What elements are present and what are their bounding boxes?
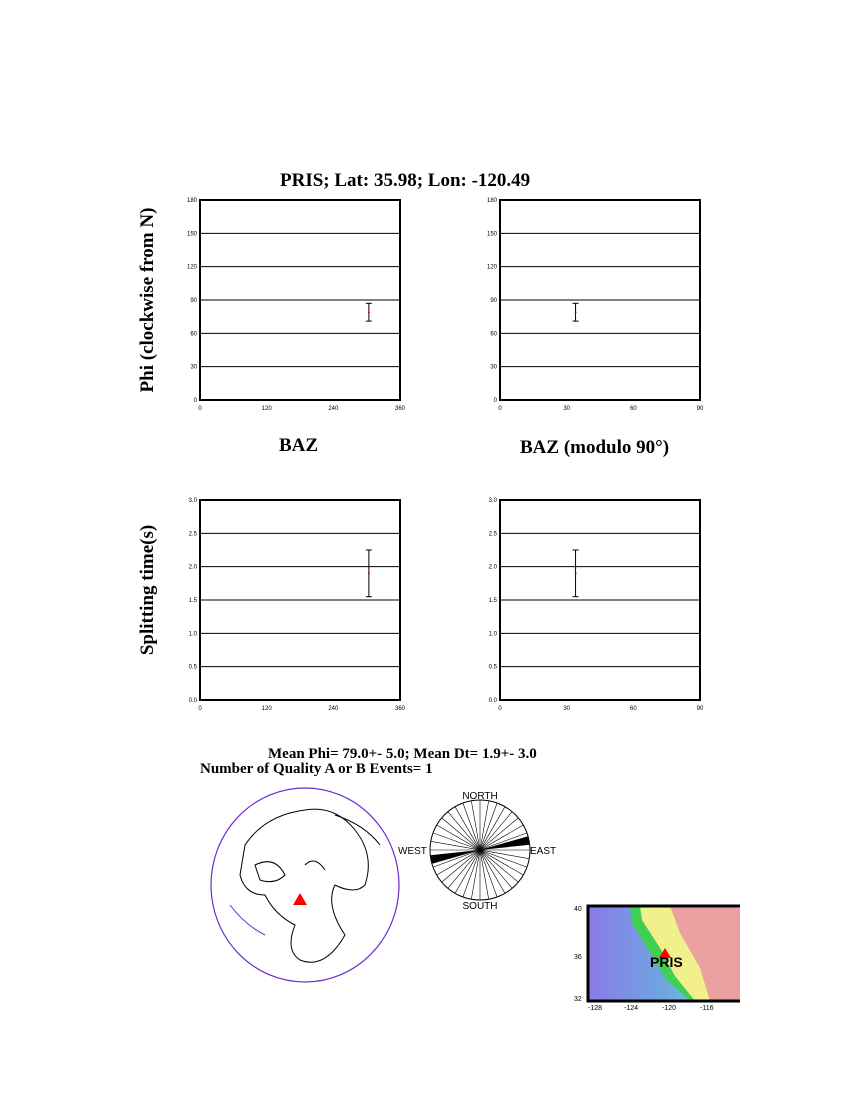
data-point	[574, 311, 577, 314]
data-point	[574, 572, 577, 575]
plot-frame	[499, 499, 701, 701]
y-tick-label: 60	[190, 331, 197, 337]
station-marker	[293, 893, 307, 905]
x-tick-label: 0	[198, 706, 202, 712]
x-tick-label: 0	[498, 706, 502, 712]
y-tick-label: 30	[490, 365, 497, 371]
x-tick-label: 120	[262, 706, 273, 712]
x-axis-label-baz: BAZ	[279, 435, 319, 456]
chart-dt-baz90: 0.0 0.5 1.0 1.5 2.0 2.5 3.0 0 30 60 90	[489, 498, 704, 712]
x-tick-label: 360	[395, 406, 406, 412]
y-tick-label: 2.0	[189, 565, 198, 571]
y-tick-label: 1.0	[489, 631, 498, 637]
summary-mean: Mean Phi= 79.0+- 5.0; Mean Dt= 1.9+- 3.0	[268, 746, 537, 762]
x-tick-label: 240	[328, 706, 339, 712]
map-y-tick: 36	[574, 954, 582, 961]
x-tick-label: 120	[262, 406, 273, 412]
y-tick-label: 180	[187, 198, 198, 204]
map-x-tick: -124	[624, 1005, 638, 1012]
y-tick-label: 150	[487, 231, 498, 237]
y-tick-label: 2.5	[489, 531, 498, 537]
y-tick-label: 0.5	[189, 665, 198, 671]
map-station-label: PRIS	[650, 954, 683, 970]
chart-phi-baz: 0 30 60 90 120 150 180 0 120 240 360	[187, 198, 406, 412]
y-tick-label: 120	[487, 265, 498, 271]
rose-west: WEST	[398, 846, 427, 857]
x-tick-label: 60	[630, 406, 637, 412]
page-title: PRIS; Lat: 35.98; Lon: -120.49	[280, 170, 531, 191]
plot-frame	[499, 199, 701, 401]
rose-petal	[480, 836, 530, 850]
globe-map	[210, 787, 400, 983]
charts: 0 30 60 90 120 150 180 0 120 240 360 0 30 60 90 120 150 1…	[187, 198, 704, 712]
y-tick-label: 0	[194, 398, 198, 404]
chart-phi-baz90: 0 30 60 90 120 150 180 0 30 60 90	[487, 198, 704, 412]
map-y-tick: 40	[574, 906, 582, 913]
y-tick-label: 1.5	[189, 598, 198, 604]
y-tick-label: 90	[490, 298, 497, 304]
x-tick-label: 0	[498, 406, 502, 412]
y-tick-label: 150	[187, 231, 198, 237]
rose-diagram: NORTH SOUTH WEST EAST	[398, 791, 556, 912]
map-x-tick: -116	[700, 1005, 714, 1012]
map-x-tick: -128	[588, 1005, 602, 1012]
map-y-tick: 32	[574, 996, 582, 1003]
x-tick-label: 60	[630, 706, 637, 712]
y-tick-label: 180	[487, 198, 498, 204]
y-tick-label: 1.5	[489, 598, 498, 604]
rose-north: NORTH	[462, 791, 497, 802]
chart-dt-baz: 0.0 0.5 1.0 1.5 2.0 2.5 3.0 0 120 240 360	[189, 498, 406, 712]
y-tick-label: 1.0	[189, 631, 198, 637]
y-tick-label: 0.5	[489, 665, 498, 671]
y-tick-label: 120	[187, 265, 198, 271]
plot-frame	[199, 499, 401, 701]
x-tick-label: 90	[697, 706, 704, 712]
x-tick-label: 30	[563, 706, 570, 712]
y-tick-label: 3.0	[189, 498, 198, 504]
x-tick-label: 0	[198, 406, 202, 412]
x-tick-label: 90	[697, 406, 704, 412]
data-point	[367, 572, 370, 575]
y-tick-label: 30	[190, 365, 197, 371]
y-tick-label: 2.5	[189, 531, 198, 537]
x-tick-label: 240	[328, 406, 339, 412]
y-tick-label: 90	[190, 298, 197, 304]
map-x-tick: -120	[662, 1005, 676, 1012]
y-tick-label: 3.0	[489, 498, 498, 504]
rose-petal	[430, 850, 480, 864]
y-tick-label: 60	[490, 331, 497, 337]
y-tick-label: 0	[494, 398, 498, 404]
x-axis-label-baz-mod90: BAZ (modulo 90°)	[520, 437, 670, 458]
y-tick-label: 2.0	[489, 565, 498, 571]
regional-map: PRIS 40 36 32 -128 -124 -120 -116	[574, 904, 740, 1012]
rose-east: EAST	[530, 846, 556, 857]
summary-count: Number of Quality A or B Events= 1	[200, 761, 433, 777]
y-tick-label: 0.0	[189, 698, 198, 704]
rose-south: SOUTH	[463, 901, 498, 912]
x-tick-label: 360	[395, 706, 406, 712]
x-tick-label: 30	[563, 406, 570, 412]
plot-frame	[199, 199, 401, 401]
data-point	[367, 311, 370, 314]
y-tick-label: 0.0	[489, 698, 498, 704]
